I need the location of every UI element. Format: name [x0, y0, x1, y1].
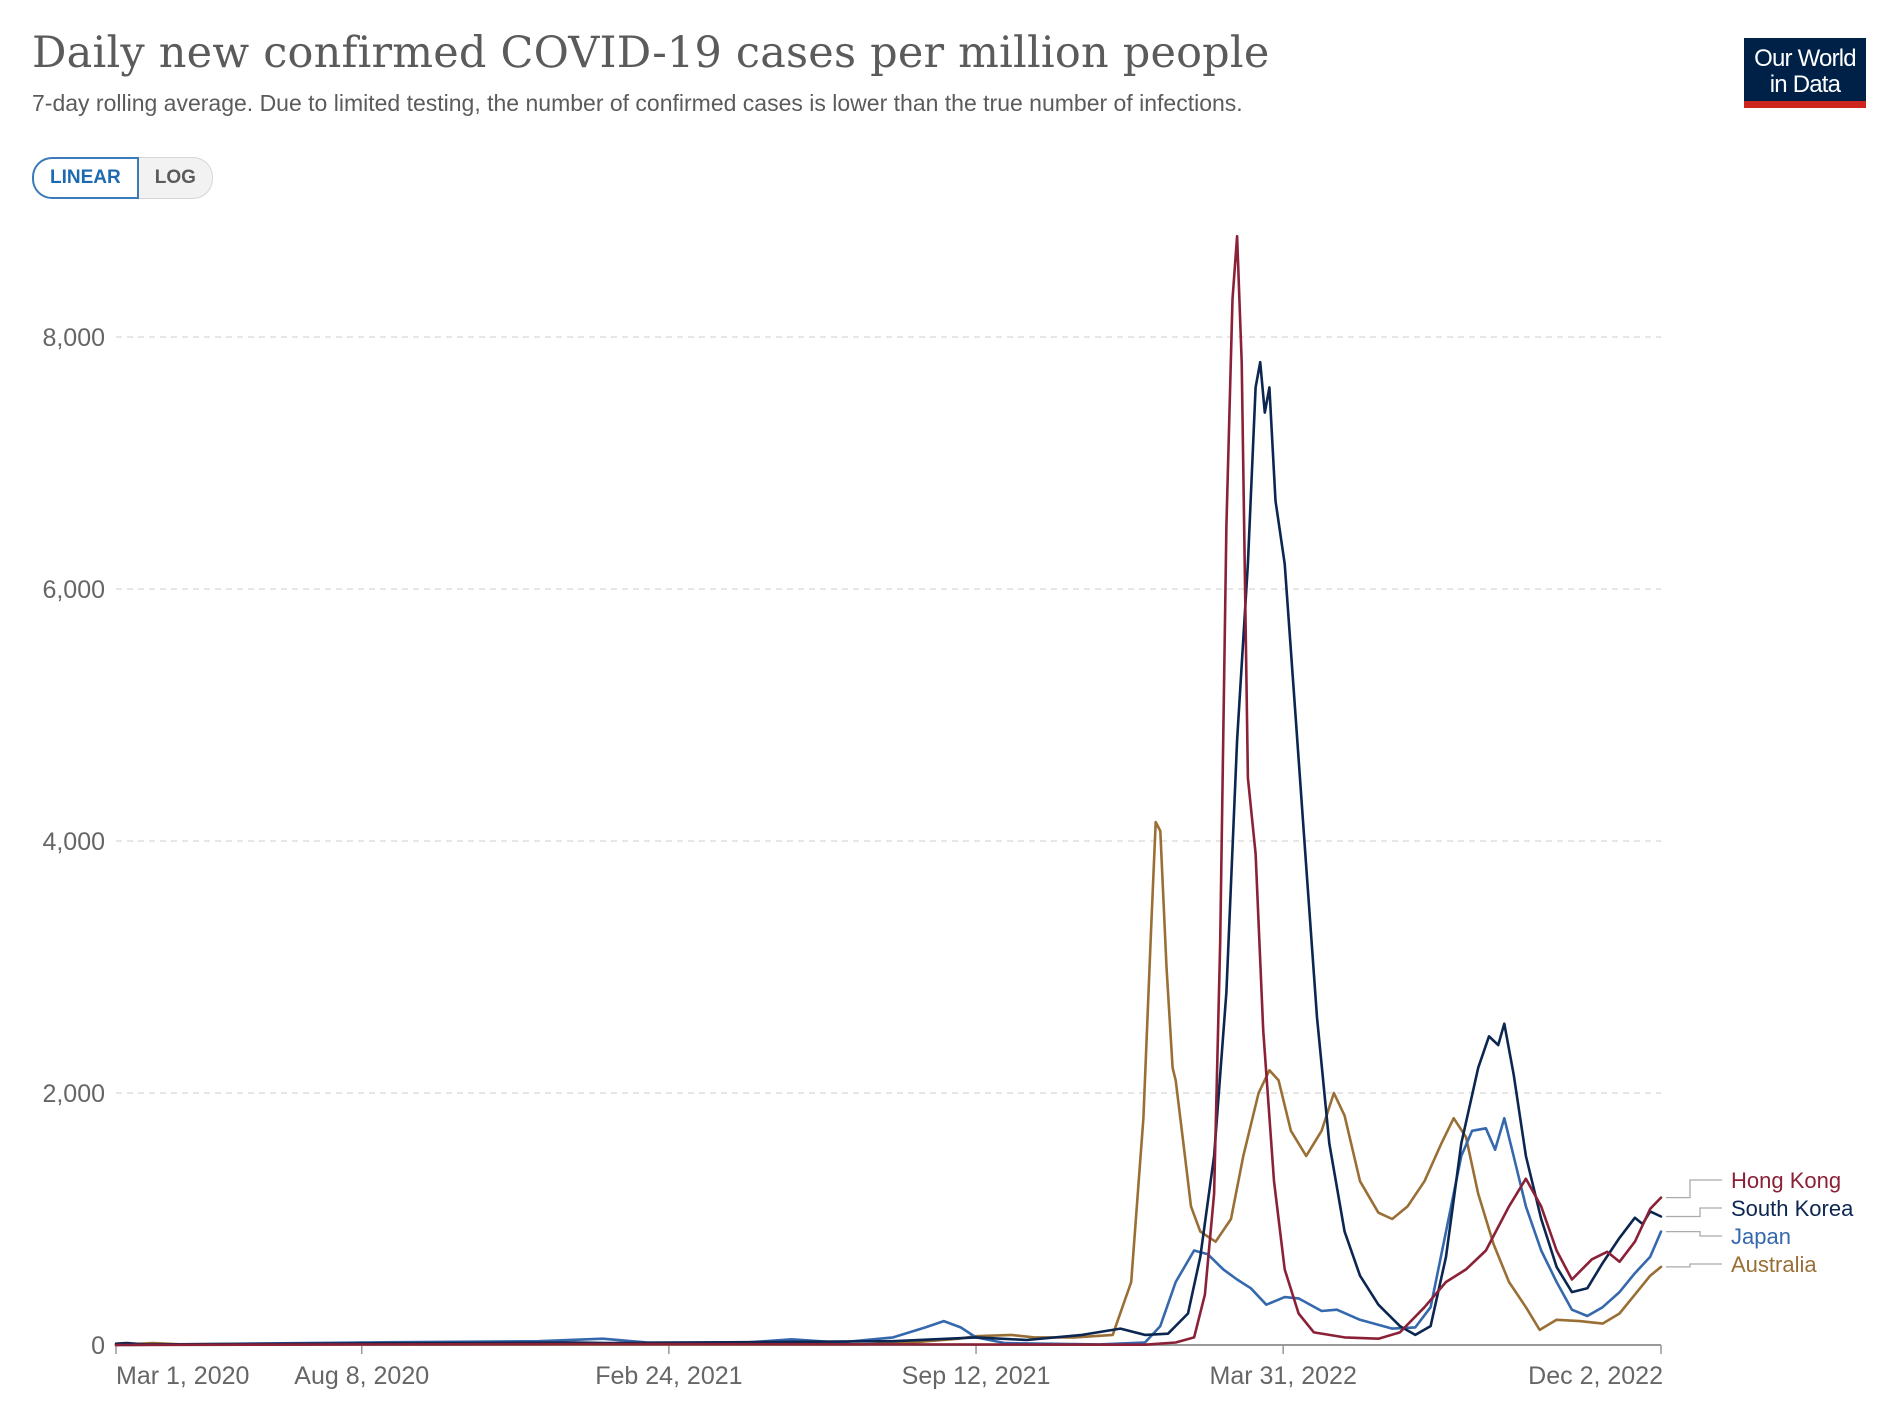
series-line-south-korea — [114, 360, 1663, 1346]
y-tick-label: 2,000 — [42, 1080, 105, 1108]
logo-line-2: in Data — [1769, 71, 1841, 98]
y-tick-label: 6,000 — [42, 576, 105, 604]
log-scale-button[interactable]: LOG — [138, 157, 213, 199]
legend-label-south-korea: South Korea — [1731, 1196, 1854, 1221]
y-tick-label: 4,000 — [42, 828, 105, 856]
chart-title: Daily new confirmed COVID-19 cases per m… — [32, 28, 1270, 78]
legend-connector — [1666, 1179, 1722, 1199]
owid-logo[interactable]: Our World in Data — [1744, 38, 1866, 108]
series-line-hong-kong — [114, 234, 1663, 1347]
x-tick-label: Mar 1, 2020 — [116, 1362, 249, 1390]
x-tick-label: Mar 31, 2022 — [1210, 1362, 1357, 1390]
series-line-australia — [114, 820, 1663, 1347]
legend-connector — [1666, 1263, 1722, 1268]
x-tick-label: Feb 24, 2021 — [595, 1362, 742, 1390]
legend-label-japan: Japan — [1731, 1224, 1791, 1249]
series-line-japan — [114, 1116, 1663, 1347]
linear-scale-button[interactable]: LINEAR — [32, 157, 139, 199]
legend-label-hong-kong: Hong Kong — [1731, 1168, 1841, 1193]
y-tick-label: 0 — [91, 1332, 105, 1360]
legend-connector — [1666, 1230, 1722, 1237]
x-tick-label: Aug 8, 2020 — [294, 1362, 429, 1390]
legend-connector — [1666, 1207, 1722, 1218]
scale-toggle: LINEAR LOG — [32, 157, 213, 199]
chart-subtitle: 7-day rolling average. Due to limited te… — [32, 90, 1243, 116]
x-tick-label: Dec 2, 2022 — [1528, 1362, 1663, 1390]
y-tick-label: 8,000 — [42, 324, 105, 352]
logo-line-1: Our World — [1754, 45, 1857, 72]
legend-label-australia: Australia — [1731, 1252, 1817, 1277]
x-tick-label: Sep 12, 2021 — [902, 1362, 1051, 1390]
logo-accent-bar — [1744, 101, 1866, 108]
